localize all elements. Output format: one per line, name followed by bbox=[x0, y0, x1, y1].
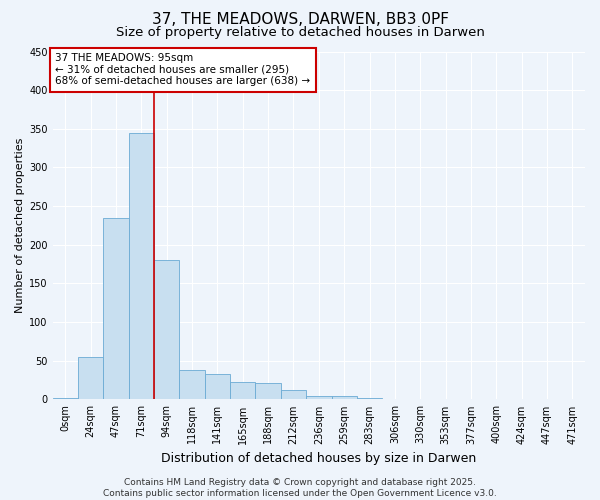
Text: 37 THE MEADOWS: 95sqm
← 31% of detached houses are smaller (295)
68% of semi-det: 37 THE MEADOWS: 95sqm ← 31% of detached … bbox=[55, 53, 310, 86]
Bar bbox=[78, 357, 103, 400]
Bar bbox=[179, 370, 205, 400]
Y-axis label: Number of detached properties: Number of detached properties bbox=[15, 138, 25, 313]
Bar bbox=[230, 382, 256, 400]
Bar bbox=[281, 390, 306, 400]
Text: Size of property relative to detached houses in Darwen: Size of property relative to detached ho… bbox=[116, 26, 484, 39]
Bar bbox=[357, 398, 382, 400]
Bar bbox=[154, 260, 179, 400]
Bar bbox=[256, 383, 281, 400]
X-axis label: Distribution of detached houses by size in Darwen: Distribution of detached houses by size … bbox=[161, 452, 476, 465]
Bar bbox=[332, 396, 357, 400]
Bar bbox=[306, 396, 332, 400]
Bar bbox=[205, 374, 230, 400]
Text: 37, THE MEADOWS, DARWEN, BB3 0PF: 37, THE MEADOWS, DARWEN, BB3 0PF bbox=[151, 12, 449, 28]
Bar bbox=[53, 398, 78, 400]
Text: Contains HM Land Registry data © Crown copyright and database right 2025.
Contai: Contains HM Land Registry data © Crown c… bbox=[103, 478, 497, 498]
Bar bbox=[103, 218, 129, 400]
Bar bbox=[129, 132, 154, 400]
